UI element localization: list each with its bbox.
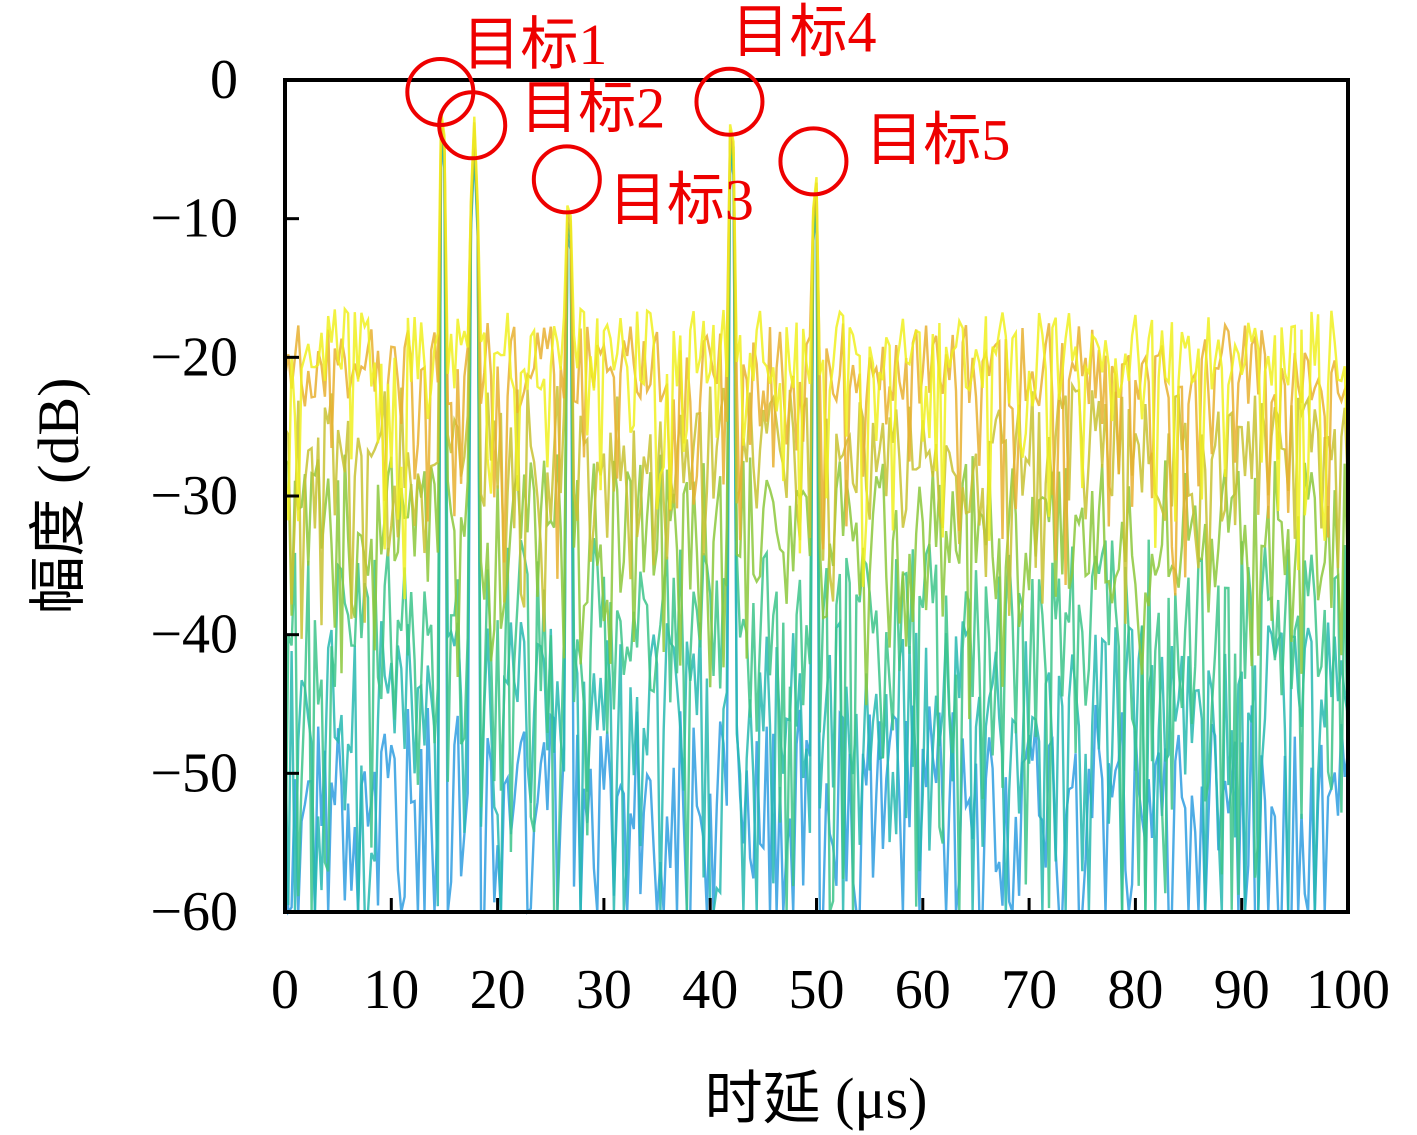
x-tick-label: 80 bbox=[1107, 959, 1163, 1021]
target-circle bbox=[694, 66, 765, 137]
y-tick-label: −10 bbox=[150, 188, 238, 250]
x-tick-label: 100 bbox=[1306, 959, 1390, 1021]
y-tick-label: 0 bbox=[210, 49, 238, 111]
y-tick-label: −50 bbox=[150, 742, 238, 804]
y-tick-label: −60 bbox=[150, 881, 238, 943]
x-tick-label: 90 bbox=[1214, 959, 1270, 1021]
y-tick-label: −40 bbox=[150, 604, 238, 666]
target-label: 目标5 bbox=[865, 107, 1010, 172]
target-circle bbox=[531, 144, 602, 215]
target-label: 目标3 bbox=[609, 167, 754, 232]
target-circle bbox=[778, 126, 849, 197]
x-tick-label: 10 bbox=[363, 959, 419, 1021]
target-label: 目标4 bbox=[731, 0, 876, 65]
y-axis-label: 幅度 (dB) bbox=[26, 378, 91, 615]
target-circle bbox=[437, 90, 508, 161]
x-axis-label: 时延 (μs) bbox=[705, 1066, 928, 1131]
x-tick-label: 20 bbox=[470, 959, 526, 1021]
x-tick-label: 60 bbox=[895, 959, 951, 1021]
series-layer bbox=[283, 111, 1350, 916]
target-label: 目标2 bbox=[520, 75, 665, 140]
y-tick-label: −20 bbox=[150, 326, 238, 388]
axis-ticks: 0 10 20 30 40 50 60 70 80 90 100 0 −10 −20 −30 −40 −50 −6… bbox=[150, 49, 1390, 1021]
x-tick-label: 30 bbox=[576, 959, 632, 1021]
series-line bbox=[283, 111, 1350, 600]
x-tick-label: 0 bbox=[271, 959, 299, 1021]
y-tick-label: −30 bbox=[150, 465, 238, 527]
target-label: 目标1 bbox=[462, 12, 607, 77]
x-tick-label: 40 bbox=[682, 959, 738, 1021]
x-tick-label: 70 bbox=[1001, 959, 1057, 1021]
x-tick-label: 50 bbox=[789, 959, 845, 1021]
